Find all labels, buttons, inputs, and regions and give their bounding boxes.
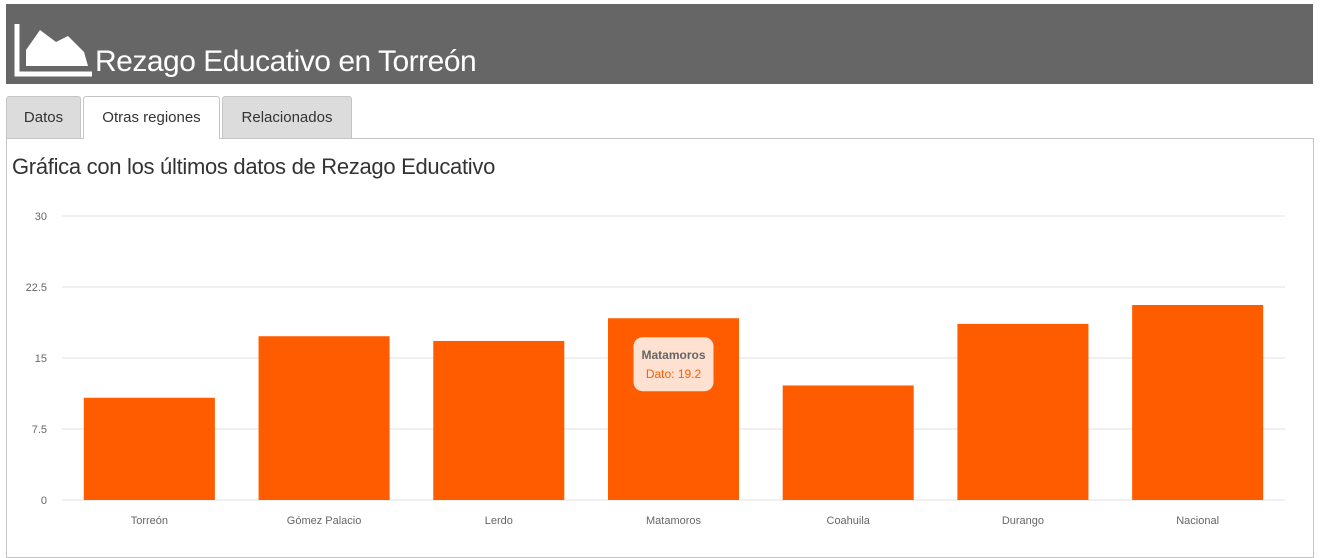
y-tick-label: 0 xyxy=(41,495,47,507)
x-tick-label: Matamoros xyxy=(646,515,702,527)
tooltip-value: Dato: 19.2 xyxy=(646,367,702,381)
bar[interactable] xyxy=(83,397,215,500)
x-tick-label: Gómez Palacio xyxy=(287,515,362,527)
tooltip-title: Matamoros xyxy=(641,348,705,362)
y-tick-label: 22.5 xyxy=(26,282,47,294)
tab-datos[interactable]: Datos xyxy=(6,96,81,138)
x-tick-label: Torreón xyxy=(131,515,168,527)
area-chart-icon xyxy=(14,24,92,77)
bar[interactable] xyxy=(957,323,1089,500)
tab-bar: Datos Otras regiones Relacionados xyxy=(6,96,1314,139)
x-tick-label: Durango xyxy=(1002,515,1044,527)
bar[interactable] xyxy=(258,336,390,500)
x-tick-label: Lerdo xyxy=(485,515,513,527)
tab-panel: Gráfica con los últimos datos de Rezago … xyxy=(6,138,1314,558)
page-title: Rezago Educativo en Torreón xyxy=(95,45,477,78)
bar[interactable] xyxy=(782,385,914,500)
bar-chart: 0 7.5 15 22.5 30 Torreón Gómez Palacio Lerdo Mat… xyxy=(26,211,1285,527)
bar[interactable] xyxy=(433,340,565,500)
y-tick-label: 15 xyxy=(35,353,47,365)
tooltip xyxy=(633,337,714,392)
tab-relacionados[interactable]: Relacionados xyxy=(222,96,352,138)
x-tick-label: Coahuila xyxy=(827,515,871,527)
app-header: Rezago Educativo en Torreón xyxy=(6,4,1313,84)
chart-heading: Gráfica con los últimos datos de Rezago … xyxy=(12,154,496,179)
bar[interactable] xyxy=(1132,304,1264,500)
tab-otras-regiones[interactable]: Otras regiones xyxy=(83,96,220,139)
x-tick-label: Nacional xyxy=(1176,515,1219,527)
y-tick-label: 30 xyxy=(35,211,47,223)
y-tick-label: 7.5 xyxy=(32,424,47,436)
